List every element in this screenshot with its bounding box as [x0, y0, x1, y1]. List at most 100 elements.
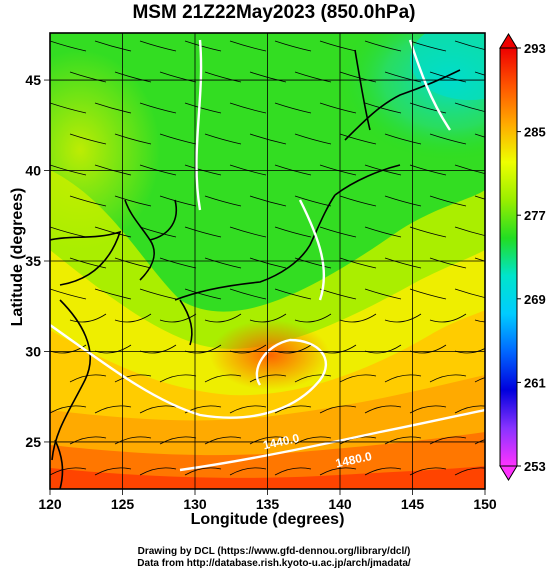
streamline-69	[454, 226, 485, 237]
y-tick-label-40: 40	[25, 163, 41, 179]
streamline-93	[204, 313, 242, 323]
streamline-58	[429, 195, 467, 207]
streamline-34	[249, 133, 287, 145]
streamline-141	[94, 467, 132, 476]
streamline-92	[159, 313, 197, 323]
streamline-7	[364, 40, 402, 52]
contour-1440	[50, 324, 327, 419]
plot-frame	[49, 32, 486, 490]
x-tick-labels: 120 125 130 135 140 145 150	[38, 496, 497, 512]
streamline-116	[339, 374, 377, 383]
streamline-78	[429, 257, 467, 269]
streamline-135	[294, 436, 332, 445]
streamline-90	[69, 313, 107, 323]
credit-data: Data from http://database.rish.kyoto-u.a…	[137, 558, 411, 569]
streamline-68	[409, 226, 447, 238]
y-tick-labels: 25 30 35 40 45	[25, 72, 41, 450]
streamline-20	[50, 102, 87, 114]
credit-drawing: Drawing by DCL (https://www.gfd-dennou.o…	[137, 546, 411, 557]
contour-north	[408, 39, 451, 131]
contour-west	[195, 39, 203, 211]
x-tick-label-150: 150	[473, 496, 497, 512]
streamline-128	[409, 405, 447, 414]
streamline-122	[139, 405, 177, 414]
streamline-24	[229, 102, 267, 114]
streamline-10	[69, 71, 107, 83]
streamline-89	[454, 288, 485, 299]
streamline-38	[429, 133, 467, 145]
colorbar: 253 261 269 277 285 293	[499, 33, 546, 481]
y-axis-label: Latitude (degrees)	[9, 187, 26, 327]
streamline-11	[114, 71, 152, 83]
coast-japan-honshu	[174, 194, 336, 301]
streamline-133	[204, 436, 242, 445]
streamline-62	[139, 226, 177, 238]
streamline-144	[229, 467, 267, 476]
streamline-112	[159, 374, 197, 383]
colorbar-bar	[499, 47, 518, 467]
x-tick-label-130: 130	[183, 496, 207, 512]
streamline-137	[384, 436, 422, 445]
streamline-99	[474, 319, 485, 323]
streamline-8	[409, 40, 447, 52]
streamline-57	[384, 195, 422, 207]
coast-china-east	[51, 299, 91, 461]
colorbar-tick-labels: 253 261 269 277 285 293	[517, 41, 546, 474]
streamline-6	[319, 40, 357, 52]
coast-kyushu	[179, 299, 193, 346]
x-tick-label-120: 120	[38, 496, 62, 512]
streamline-21	[94, 102, 132, 114]
y-tick-label-25: 25	[25, 434, 41, 450]
streamline-81	[94, 288, 132, 300]
streamline-3	[184, 40, 222, 52]
streamline-111	[114, 374, 152, 383]
streamline-64	[229, 226, 267, 238]
streamline-65	[274, 226, 312, 238]
streamline-115	[294, 374, 332, 383]
streamline-18	[429, 71, 467, 83]
streamline-2	[139, 40, 177, 52]
contour-1480	[179, 408, 485, 472]
streamline-53	[204, 195, 242, 207]
streamline-63	[184, 226, 222, 238]
y-tick-label-45: 45	[25, 72, 41, 88]
streamline-145	[274, 467, 312, 476]
streamline-37	[384, 133, 422, 145]
streamline-98	[429, 313, 467, 323]
streamline-127	[364, 405, 402, 414]
streamline-120	[50, 405, 87, 414]
coast-sakhalin	[354, 49, 371, 131]
streamline-19	[474, 71, 485, 76]
streamline-129	[454, 405, 485, 414]
streamline-91	[114, 313, 152, 323]
streamline-87	[364, 288, 402, 300]
streamline-142	[139, 467, 177, 476]
streamline-117	[384, 374, 422, 383]
streamline-70	[69, 257, 107, 269]
colorbar-tick-label-253: 253	[524, 459, 546, 474]
streamline-110	[69, 374, 107, 383]
colorbar-tick-label-293: 293	[524, 41, 546, 56]
streamline-126	[319, 405, 357, 414]
streamline-30	[69, 133, 107, 145]
height-contours	[50, 39, 485, 472]
colorbar-tick-label-277: 277	[524, 208, 546, 223]
streamline-1	[94, 40, 132, 52]
map-title: MSM 21Z22May2023 (850.0hPa)	[132, 2, 416, 23]
streamline-148	[409, 467, 447, 476]
streamline-143	[184, 467, 222, 476]
y-tick-label-35: 35	[25, 253, 41, 269]
credits: Drawing by DCL (https://www.gfd-dennou.o…	[0, 546, 548, 570]
streamline-14	[249, 71, 287, 83]
streamline-59	[474, 195, 485, 200]
streamline-17	[384, 71, 422, 83]
colorbar-tick-label-269: 269	[524, 292, 546, 307]
streamline-26	[319, 102, 357, 114]
x-tick-label-125: 125	[111, 496, 135, 512]
contour-mid	[298, 199, 326, 301]
temperature-field	[50, 33, 485, 489]
x-tick-label-135: 135	[256, 496, 280, 512]
streamline-131	[114, 436, 152, 445]
streamline-35	[294, 133, 332, 145]
